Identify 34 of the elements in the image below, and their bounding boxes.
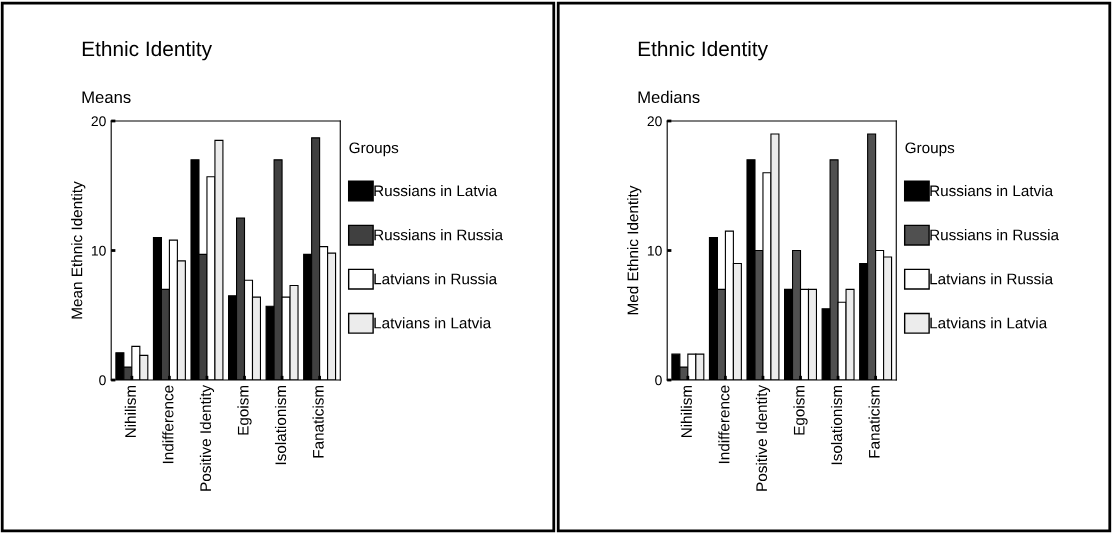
y-axis-title: Med Ethnic Identity: [627, 185, 642, 315]
x-tick-label: Fanaticism: [312, 385, 324, 458]
legend-label: Russians in Russia: [930, 229, 1060, 241]
chart-subtitle: Medians: [638, 90, 700, 104]
chart-subtitle: Means: [82, 91, 131, 104]
x-tick-label: Indifference: [162, 385, 174, 464]
x-tick-label: Isolationism: [274, 385, 287, 465]
legend-label: Latvians in Latvia: [930, 317, 1048, 329]
y-tick-label: 10: [91, 245, 106, 256]
y-tick-label: 20: [91, 116, 106, 127]
x-tick-label: Indifference: [718, 385, 730, 464]
y-tick-label: 20: [647, 116, 662, 127]
x-tick-label: Fanaticism: [868, 385, 880, 458]
x-tick-label: Egoism: [237, 385, 252, 435]
x-tick-label: Nihilism: [124, 385, 136, 438]
chart-title: Ethnic Identity: [638, 40, 768, 61]
legend-label: Russians in Russia: [374, 229, 504, 241]
legend-title: Groups: [349, 142, 399, 157]
legend-label: Russians in Latvia: [374, 185, 498, 197]
legend-label: Latvians in Russia: [374, 273, 498, 285]
chart-title: Ethnic Identity: [82, 40, 212, 61]
x-tick-label: Positive Identity: [755, 384, 771, 491]
x-tick-label: Egoism: [793, 385, 808, 435]
legend-label: Russians in Latvia: [930, 185, 1054, 197]
x-tick-label: Isolationism: [830, 385, 843, 465]
x-tick-label: Positive Identity: [199, 384, 215, 491]
y-tick-label: 0: [99, 375, 106, 386]
y-axis-title: Mean Ethnic Identity: [71, 181, 86, 319]
x-tick-label: Nihilism: [680, 385, 692, 438]
legend-label: Latvians in Russia: [930, 273, 1054, 285]
legend-title: Groups: [905, 142, 955, 157]
y-tick-label: 10: [647, 245, 662, 256]
legend-label: Latvians in Latvia: [374, 317, 492, 329]
y-tick-label: 0: [655, 375, 662, 386]
